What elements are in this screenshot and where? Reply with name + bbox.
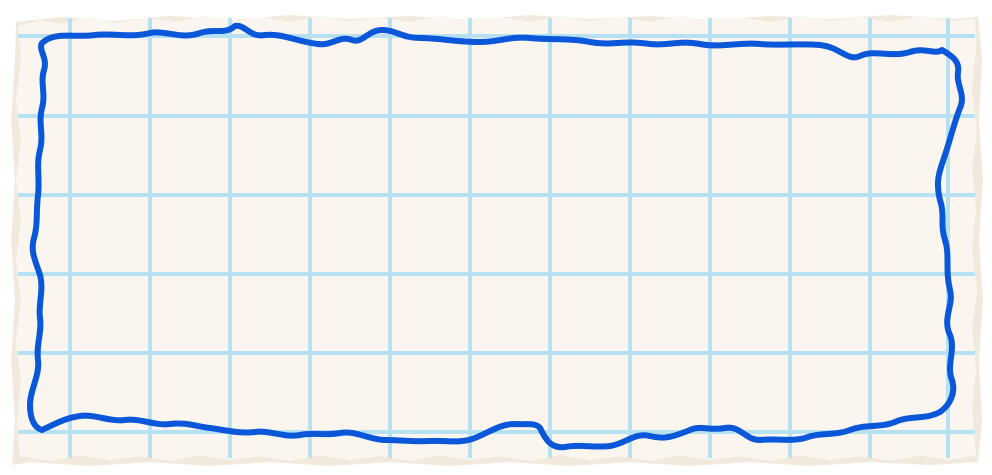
- hand-drawn-rectangle: [27, 22, 965, 451]
- graph-paper-sheet: [16, 16, 977, 461]
